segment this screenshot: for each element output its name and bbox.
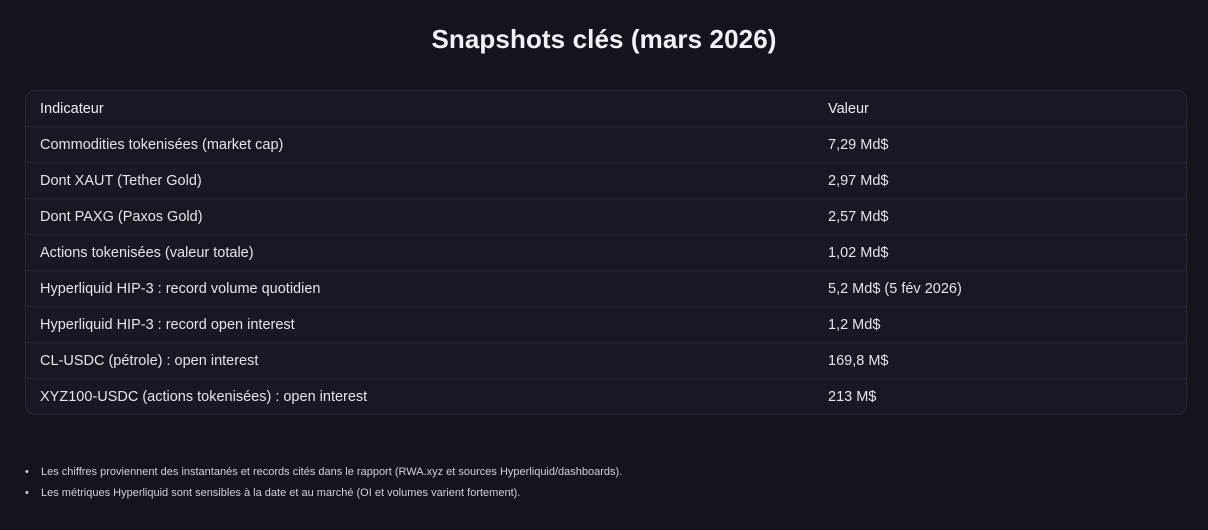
footnote-item: • Les chiffres proviennent des instantan…	[25, 462, 1185, 483]
indicator-cell: Dont XAUT (Tether Gold)	[26, 162, 814, 199]
table-row: Hyperliquid HIP-3 : record open interest…	[26, 306, 1186, 343]
value-cell: 5,2 Md$ (5 fév 2026)	[814, 270, 1186, 307]
value-cell: 1,02 Md$	[814, 234, 1186, 271]
snapshot-table-card: Indicateur Valeur Commodities tokenisées…	[25, 90, 1187, 415]
indicator-cell: Actions tokenisées (valeur totale)	[26, 234, 814, 271]
table-row: XYZ100-USDC (actions tokenisées) : open …	[26, 379, 1186, 415]
page-title: Snapshots clés (mars 2026)	[431, 24, 777, 54]
bullet-icon: •	[25, 487, 29, 499]
table-row: Hyperliquid HIP-3 : record volume quotid…	[26, 270, 1186, 307]
footnote-item: • Les métriques Hyperliquid sont sensibl…	[25, 483, 1185, 504]
table-row: Actions tokenisées (valeur totale) 1,02 …	[26, 234, 1186, 271]
value-cell: 1,2 Md$	[814, 306, 1186, 343]
value-cell: 2,97 Md$	[814, 162, 1186, 199]
value-cell: 213 M$	[828, 388, 877, 405]
footnote-text: Les chiffres proviennent des instantanés…	[41, 466, 623, 478]
table-header-row: Indicateur Valeur	[26, 91, 1186, 127]
table-row: Commodities tokenisées (market cap) 7,29…	[26, 126, 1186, 163]
snapshot-table: Indicateur Valeur Commodities tokenisées…	[26, 91, 1186, 414]
table-row: Dont PAXG (Paxos Gold) 2,57 Md$	[26, 198, 1186, 235]
indicator-cell: CL-USDC (pétrole) : open interest	[26, 342, 814, 379]
indicator-cell: Hyperliquid HIP-3 : record open interest	[26, 306, 814, 343]
table-row: CL-USDC (pétrole) : open interest 169,8 …	[26, 342, 1186, 379]
indicator-cell: Hyperliquid HIP-3 : record volume quotid…	[26, 270, 814, 307]
indicator-cell: XYZ100-USDC (actions tokenisées) : open …	[40, 388, 368, 405]
footnotes-list: • Les chiffres proviennent des instantan…	[25, 462, 1185, 504]
table-row: Dont XAUT (Tether Gold) 2,97 Md$	[26, 162, 1186, 199]
indicator-cell: Dont PAXG (Paxos Gold)	[26, 198, 814, 235]
footnote-text: Les métriques Hyperliquid sont sensibles…	[41, 487, 521, 499]
indicator-cell: Commodities tokenisées (market cap)	[26, 126, 814, 163]
value-cell: 7,29 Md$	[814, 126, 1186, 163]
value-cell: 169,8 M$	[814, 342, 1186, 379]
column-header-valeur: Valeur	[814, 91, 1186, 127]
bullet-icon: •	[25, 466, 29, 478]
column-header-indicateur: Indicateur	[26, 91, 814, 127]
value-cell: 2,57 Md$	[814, 198, 1186, 235]
